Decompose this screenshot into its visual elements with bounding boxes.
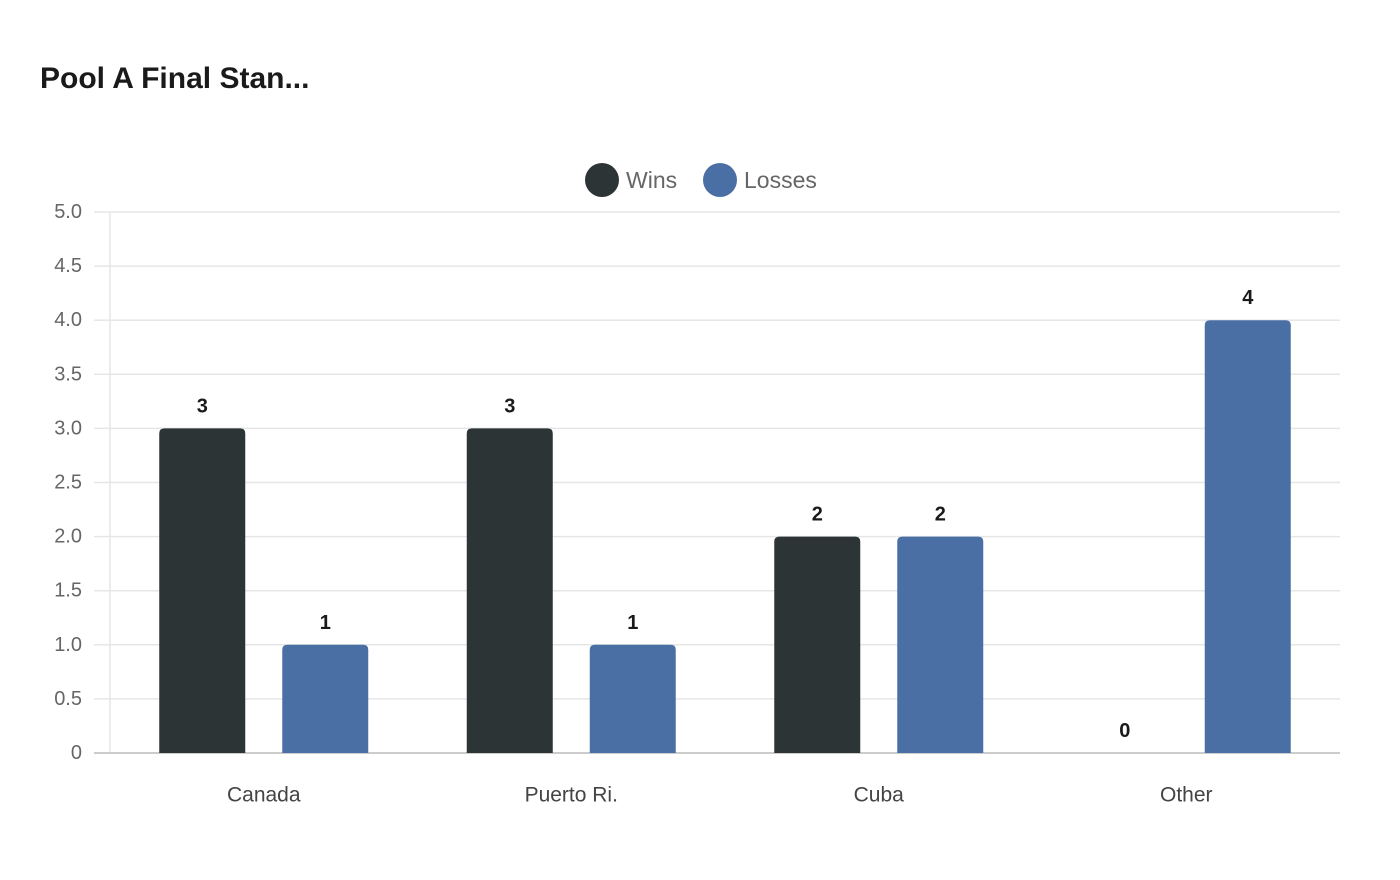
y-tick-label: 4.5 [54, 255, 82, 277]
category-labels: Canada Puerto Ri. Cuba Other [227, 784, 1213, 807]
data-label: 0 [1119, 720, 1130, 742]
x-category-label: Canada [227, 784, 301, 807]
x-category-label: Cuba [854, 784, 905, 807]
bar-wins-puerto-ri [466, 428, 553, 753]
data-label: 1 [320, 612, 331, 634]
data-label: 1 [627, 612, 638, 634]
y-tick-label: 1.0 [54, 634, 82, 656]
data-label: 4 [1242, 287, 1254, 309]
data-label: 3 [504, 395, 515, 417]
legend-item-wins[interactable]: Wins [585, 163, 677, 197]
x-category-label: Other [1160, 784, 1213, 807]
legend-swatch-icon [585, 163, 619, 197]
data-label: 2 [935, 504, 946, 526]
y-tick-label: 0.5 [54, 688, 82, 710]
y-tick-label: 3.5 [54, 363, 82, 385]
data-labels: 3 3 2 0 1 1 2 4 [197, 287, 1255, 742]
chart-title: Pool A Final Stan... [40, 62, 310, 95]
bar-wins-cuba [774, 536, 861, 753]
y-tick-label: 3.0 [54, 417, 82, 439]
legend-item-losses[interactable]: Losses [703, 163, 817, 197]
bar-losses-other [1204, 320, 1291, 753]
legend: Wins Losses [585, 163, 817, 197]
legend-swatch-icon [703, 163, 737, 197]
legend-label: Losses [744, 167, 817, 193]
y-tick-label: 4.0 [54, 309, 82, 331]
gridlines [110, 211, 1340, 700]
bar-losses-cuba [897, 536, 984, 753]
legend-label: Wins [626, 167, 677, 193]
y-tick-label: 5.0 [54, 201, 82, 223]
y-tick-label: 0 [71, 742, 82, 764]
bar-losses-canada [282, 644, 369, 753]
data-label: 2 [812, 504, 823, 526]
data-label: 3 [197, 395, 208, 417]
bar-losses-puerto-ri [589, 644, 676, 753]
y-tick-label: 1.5 [54, 580, 82, 602]
x-category-label: Puerto Ri. [525, 784, 618, 807]
bar-wins-canada [159, 428, 246, 753]
y-tick-label: 2.0 [54, 526, 82, 548]
bars [159, 320, 1291, 753]
y-tick-label: 2.5 [54, 472, 82, 494]
